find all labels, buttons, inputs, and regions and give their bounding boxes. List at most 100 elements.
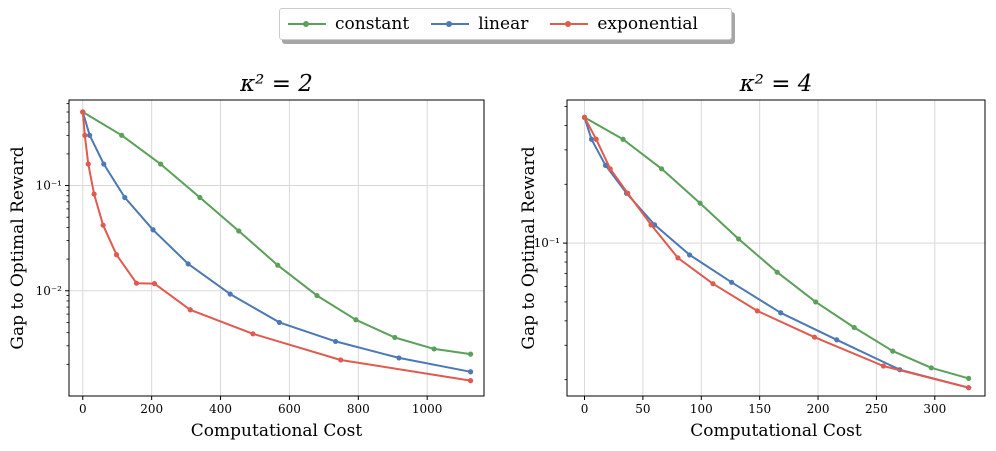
x-tick-label: 100 (690, 402, 713, 416)
legend-item-constant: constant (288, 14, 409, 34)
data-point-linear (150, 227, 156, 233)
data-point-exponential (151, 280, 158, 287)
legend-label: linear (478, 14, 529, 34)
plot-frame (566, 99, 986, 397)
data-point-linear (686, 252, 693, 258)
data-point-constant (119, 132, 125, 138)
y-axis-label: Gap to Optimal Reward (519, 146, 539, 349)
data-point-exponential (133, 280, 140, 286)
legend: constant linear exponential (279, 8, 732, 40)
data-point-constant (890, 348, 896, 354)
data-point-constant (275, 262, 281, 268)
series-linear (581, 114, 972, 391)
data-point-constant (197, 194, 203, 201)
data-point-linear (396, 355, 402, 361)
data-point-linear (185, 261, 191, 267)
data-point-constant (236, 228, 242, 234)
plot-frame (68, 99, 485, 397)
x-tick-label: 0 (79, 402, 87, 416)
series-constant (80, 109, 474, 357)
data-point-linear (602, 162, 609, 168)
data-point-constant (620, 136, 626, 142)
data-point-linear (778, 310, 784, 316)
y-tick-label: 10⁻¹ (36, 179, 62, 193)
data-point-exponential (85, 161, 91, 167)
x-tick-label: 400 (209, 402, 232, 416)
data-point-exponential (250, 331, 256, 337)
data-point-constant (813, 299, 819, 305)
chart-title: κ² = 4 (739, 71, 813, 97)
data-point-exponential (811, 334, 818, 340)
x-tick-label: 300 (923, 402, 946, 416)
data-point-constant (774, 269, 780, 275)
series-line-linear (81, 111, 471, 373)
y-tick-label: 10⁻¹ (534, 236, 560, 250)
data-point-constant (658, 166, 665, 172)
series-line-constant (584, 116, 969, 380)
legend-swatch-constant (288, 19, 326, 29)
data-point-linear (276, 319, 283, 326)
series-exponential (80, 109, 474, 384)
legend-swatch-linear (431, 19, 470, 29)
series-line-exponential (81, 111, 471, 382)
data-point-constant (392, 334, 398, 341)
legend-item-linear: linear (431, 14, 528, 34)
data-point-exponential (187, 307, 193, 313)
data-point-exponential (754, 308, 760, 314)
data-point-exponential (91, 191, 97, 197)
y-tick-label: 10⁻² (36, 284, 63, 298)
x-tick-label: 200 (140, 402, 163, 416)
data-point-linear (122, 194, 128, 201)
legend-label: exponential (597, 14, 698, 34)
data-point-constant (851, 324, 857, 331)
data-point-linear (729, 279, 735, 285)
x-tick-label: 50 (635, 402, 650, 416)
chart-title: κ² = 2 (239, 71, 313, 97)
data-point-exponential (648, 222, 654, 228)
chart-1: 0 200 400 600 800 1000 10⁻¹ 10⁻² Computational C… (8, 71, 485, 441)
legend-item-exponential: exponential (550, 14, 698, 34)
data-point-exponential (966, 385, 972, 391)
series-line-exponential (583, 116, 969, 389)
chart-2: 0 50 100 150 200 250 300 10⁻¹ Computational Cost… (519, 71, 986, 441)
data-point-constant (736, 236, 742, 242)
x-tick-label: 250 (865, 402, 888, 416)
x-axis-label: Computational Cost (191, 421, 363, 441)
data-point-constant (697, 200, 703, 206)
x-tick-label: 1000 (412, 402, 443, 416)
data-point-constant (353, 317, 359, 323)
data-point-constant (467, 351, 474, 357)
data-point-exponential (581, 114, 588, 120)
data-point-linear (588, 136, 595, 142)
x-tick-label: 0 (581, 402, 589, 416)
data-point-exponential (625, 190, 631, 196)
data-point-linear (467, 369, 474, 375)
series-linear (80, 109, 474, 375)
legend-label: constant (335, 14, 410, 34)
data-point-linear (834, 337, 840, 343)
data-point-exponential (467, 378, 474, 384)
data-point-exponential (338, 357, 344, 363)
x-tick-label: 150 (748, 402, 771, 416)
data-point-linear (87, 132, 93, 138)
data-point-constant (314, 292, 320, 299)
data-point-constant (158, 161, 164, 167)
x-tick-label: 800 (347, 402, 370, 416)
series-line-constant (82, 111, 471, 356)
data-point-exponential (607, 166, 613, 172)
x-tick-label: 200 (807, 402, 830, 416)
data-point-exponential (880, 363, 887, 369)
data-point-exponential (100, 222, 106, 228)
x-axis-label: Computational Cost (690, 421, 862, 441)
x-tick-label: 600 (278, 402, 301, 416)
data-point-exponential (710, 281, 716, 287)
data-point-linear (101, 161, 107, 167)
data-point-exponential (80, 109, 86, 115)
data-point-linear (332, 338, 339, 345)
data-point-exponential (593, 136, 599, 142)
data-point-constant (431, 346, 437, 352)
data-point-exponential (82, 132, 88, 138)
data-point-constant (966, 375, 972, 382)
data-point-constant (928, 365, 934, 371)
